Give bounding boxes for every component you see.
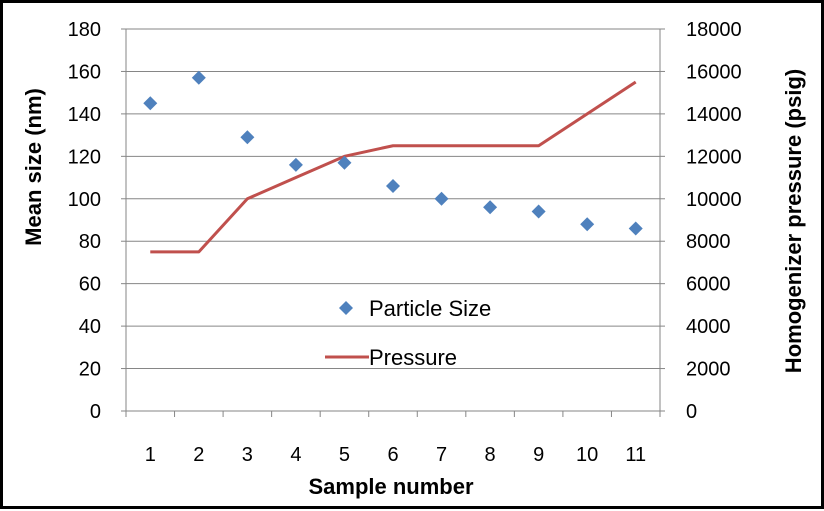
y-tick-label: 100 [68, 189, 101, 211]
axes [121, 28, 665, 417]
particle-size-point [386, 179, 400, 194]
y-tick-label: 140 [68, 104, 101, 126]
particle-size-point [143, 96, 158, 111]
x-tick-label: 7 [436, 444, 447, 466]
x-tick-label: 8 [485, 444, 496, 466]
y2-tick-label: 10000 [686, 189, 742, 211]
legend-marker-particle-size [339, 301, 353, 315]
y2-tick-label: 14000 [686, 104, 742, 126]
y2-tick-label: 18000 [686, 19, 742, 41]
x-axis-title: Sample number [308, 474, 473, 499]
x-tick-label: 11 [625, 444, 646, 466]
y2-tick-label: 0 [686, 401, 697, 423]
particle-size-point [337, 155, 352, 170]
particle-size-point [531, 204, 546, 219]
pressure-line [150, 80, 637, 254]
legend-label-particle-size: Particle Size [369, 296, 491, 321]
particle-size-point [580, 217, 595, 232]
y2-tick-label: 8000 [686, 231, 731, 253]
x-tick-label: 2 [193, 444, 204, 466]
x-tick-label: 10 [576, 444, 598, 466]
y-tick-label: 80 [79, 231, 101, 253]
legend: Particle Size Pressure [325, 296, 491, 370]
particle-size-point [434, 191, 449, 206]
y-tick-label: 160 [68, 61, 101, 83]
x-tick-label: 4 [290, 444, 301, 466]
x-tick-label: 9 [533, 444, 544, 466]
y2-tick-label: 16000 [686, 61, 742, 83]
y2-tick-label: 6000 [686, 274, 731, 296]
tick-labels: 0 20 40 60 80 100 120 140 160 180 0 2000 4000 6000 800… [68, 19, 742, 466]
particle-size-point [288, 157, 303, 172]
series-layer [143, 70, 643, 254]
x-tick-label: 5 [339, 444, 350, 466]
particle-size-point [628, 221, 643, 236]
x-tick-label: 6 [387, 444, 398, 466]
y-tick-label: 60 [79, 274, 101, 296]
y-tick-label: 0 [90, 401, 101, 423]
particle-size-point [191, 70, 206, 85]
y-tick-label: 120 [68, 146, 101, 168]
gridlines [126, 28, 660, 412]
y-axis-title: Mean size (nm) [21, 88, 46, 246]
y2-axis-title: Homogenizer pressure (psig) [781, 69, 806, 373]
y-tick-label: 40 [79, 316, 101, 338]
x-tick-label: 1 [145, 444, 156, 466]
y2-tick-label: 2000 [686, 359, 731, 381]
x-tick-label: 3 [242, 444, 253, 466]
y2-tick-label: 12000 [686, 146, 742, 168]
legend-label-pressure: Pressure [369, 345, 457, 370]
particle-size-point [240, 130, 255, 145]
particle-size-point [483, 200, 498, 215]
y2-tick-label: 4000 [686, 316, 731, 338]
y-tick-label: 180 [68, 19, 101, 41]
combo-chart: 0 20 40 60 80 100 120 140 160 180 0 2000 4000 6000 800… [21, 19, 806, 499]
y-tick-label: 20 [79, 359, 101, 381]
